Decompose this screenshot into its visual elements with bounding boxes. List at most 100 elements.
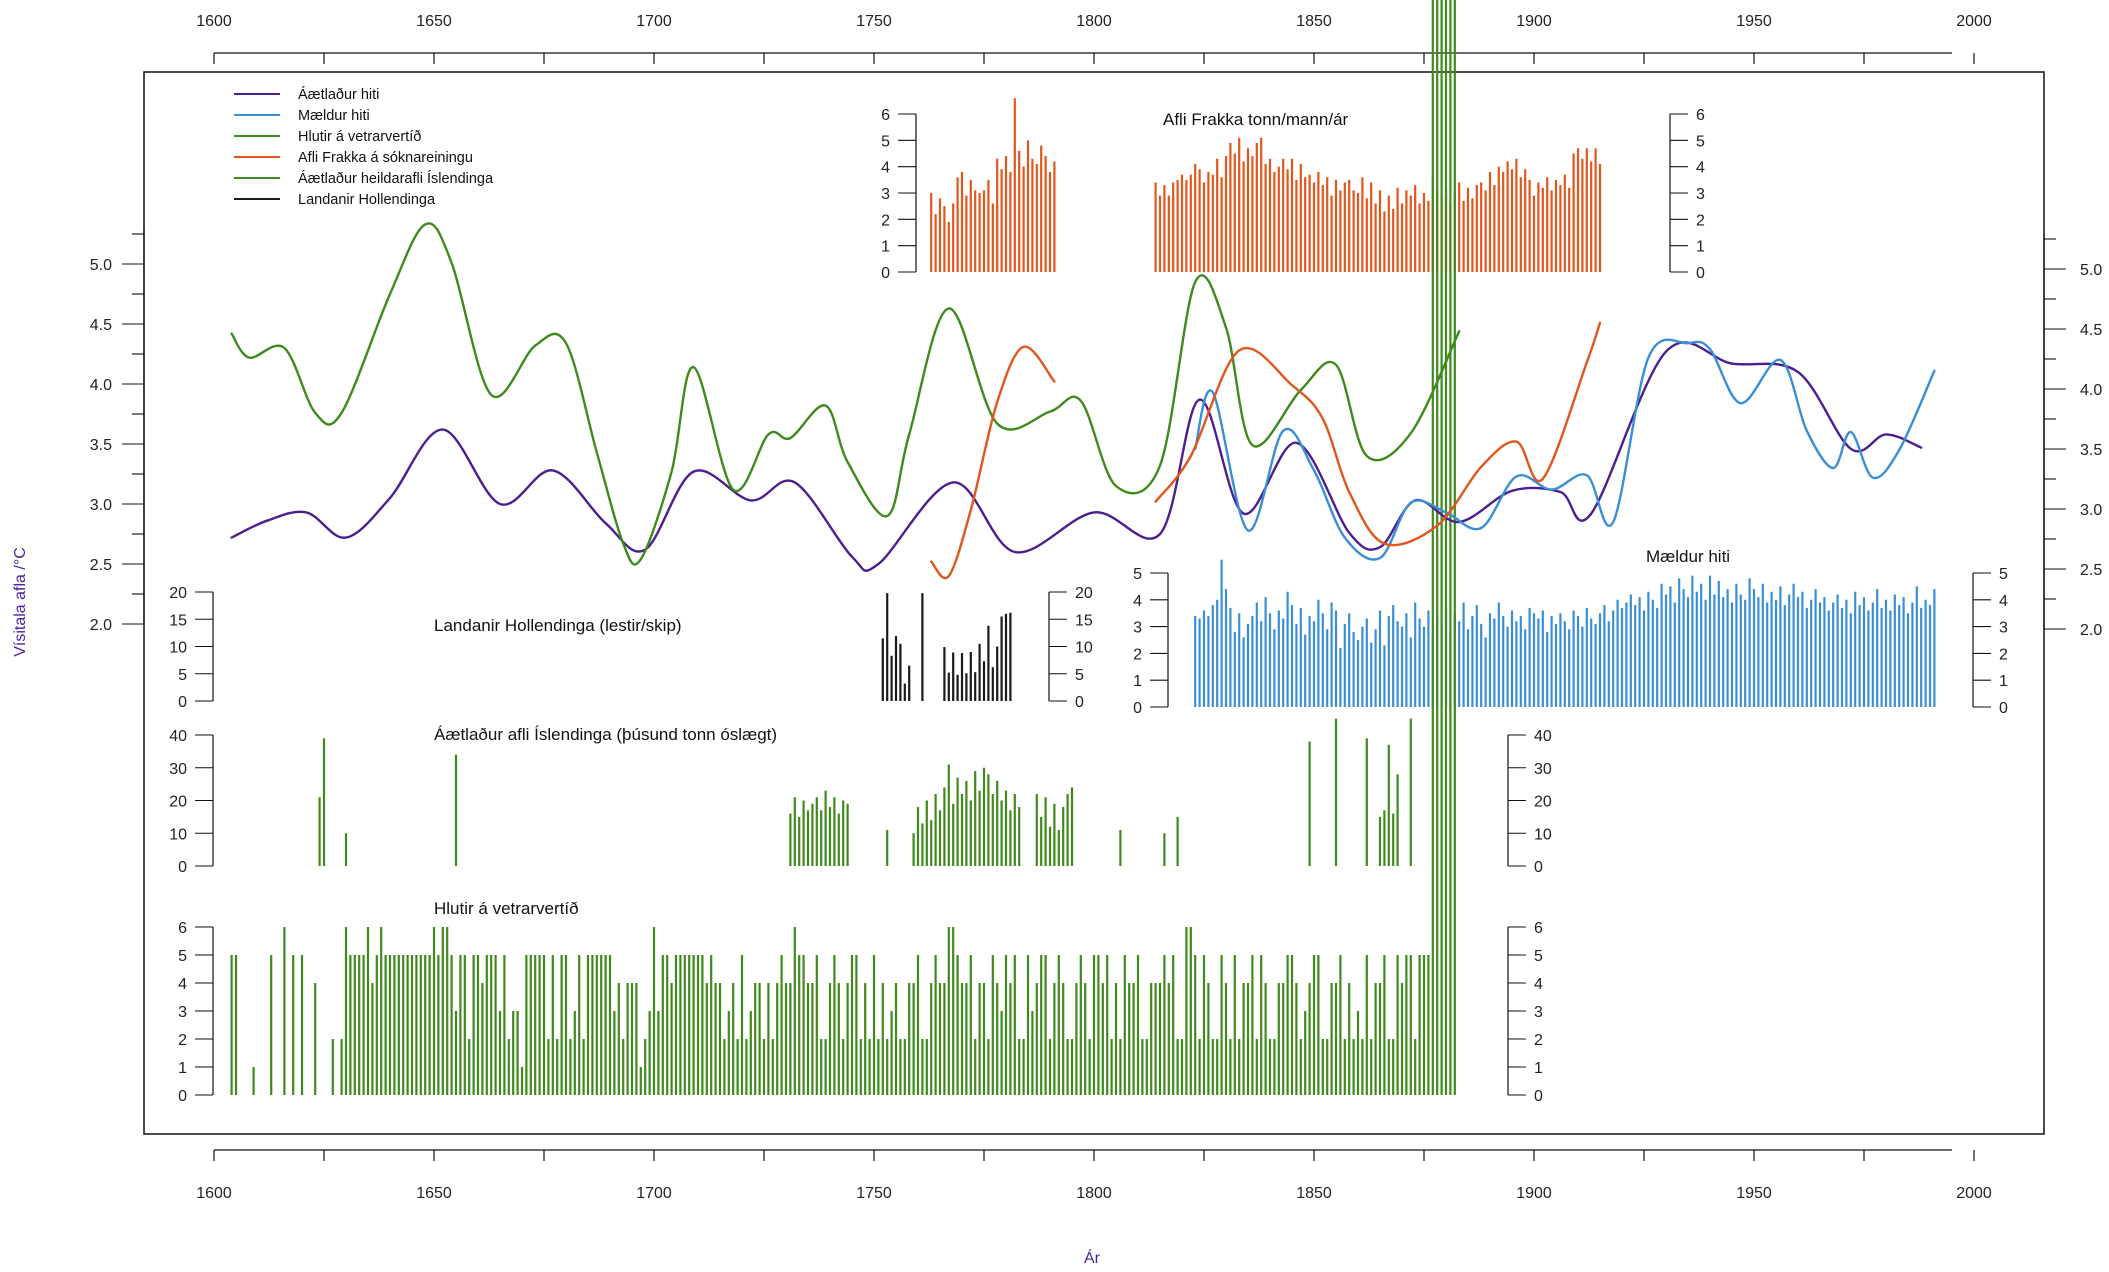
dutch-landings-panel: 0 5 10 15 20 0 5 10 15 20 Landanir Hollendinga (le… [169,585,1093,711]
legend-item: Áætlaður heildarafli Íslendinga [234,170,494,187]
right-axis-tick-label: 2.0 [2080,622,2102,639]
panel-tick-label: 0 [178,1088,187,1105]
panel-tick-label: 4 [178,976,187,993]
panel-tick-label: 1 [178,1060,187,1077]
panel-tick-label: 40 [169,728,187,745]
bottom-axis-tick-label: 1900 [1516,1185,1552,1202]
left-axis-tick-label: 5.0 [90,257,112,274]
panel-tick-label: 3 [1534,1004,1543,1021]
winter-shares-panel-title: Hlutir á vetrarvertíð [434,899,579,918]
bottom-axis-tick-label: 2000 [1956,1185,1992,1202]
panel-tick-label: 6 [178,920,187,937]
panel-tick-label: 2 [1999,646,2008,663]
legend-item: Landanir Hollendinga [234,192,436,208]
y-axis-label: Vísitala afla /°C [12,547,29,657]
panel-tick-label: 4 [1534,976,1543,993]
top-year-axis: 1600 1650 1700 1750 1800 1850 1900 1950 2000 [196,13,1992,64]
legend-label: Áætlaður heildarafli Íslendinga [298,170,494,187]
winter-shares-panel: 0 1 2 3 4 5 6 0 1 2 3 4 5 6 Hlutir á vetrarvertíð [178,0,1543,1105]
panel-tick-label: 2 [1133,646,1142,663]
panel-tick-label: 5 [178,948,187,965]
panel-tick-label: 3 [1999,620,2008,637]
panel-tick-label: 2 [1534,1032,1543,1049]
right-axis-tick-label: 4.0 [2080,382,2102,399]
panel-tick-label: 5 [1133,566,1142,583]
panel-tick-label: 1 [881,239,890,256]
panel-tick-label: 3 [881,186,890,203]
panel-tick-label: 4 [1133,593,1142,610]
panel-tick-label: 10 [169,826,187,843]
icelandic-catch-panel: 0 10 20 30 40 0 10 20 30 40 Áætlaður afli Íslendin… [169,718,1552,876]
series-line-afli-frakka-s-knareiningu [930,345,1056,580]
series-line-afli-frakka-s-knareiningu [1154,321,1602,547]
bottom-axis-tick-label: 1800 [1076,1185,1112,1202]
top-axis-tick-label: 2000 [1956,13,1992,30]
panel-tick-label: 4 [881,160,890,177]
panel-tick-label: 4 [1696,160,1705,177]
panel-tick-label: 0 [1696,265,1705,282]
series-line-m-ldur-hiti [1194,338,1936,561]
panel-tick-label: 5 [1534,948,1543,965]
legend-label: Hlutir á vetrarvertíð [298,129,421,145]
panel-tick-label: 5 [1075,667,1084,684]
icelandic-catch-panel-title: Áætlaður afli Íslendinga (þúsund tonn ós… [434,725,777,744]
top-axis-tick-label: 1600 [196,13,232,30]
panel-tick-label: 4 [1999,593,2008,610]
bottom-axis-tick-label: 1650 [416,1185,452,1202]
panel-tick-label: 6 [1696,107,1705,124]
top-axis-tick-label: 1650 [416,13,452,30]
legend-label: Áætlaður hiti [298,86,379,103]
panel-tick-label: 1 [1999,673,2008,690]
bottom-axis-tick-label: 1950 [1736,1185,1772,1202]
left-axis-tick-label: 4.5 [90,317,112,334]
left-axis-tick-label: 2.0 [90,617,112,634]
legend: Áætlaður hiti Mældur hiti Hlutir á vetrarv… [234,86,494,208]
right-axis-tick-label: 3.5 [2080,442,2102,459]
panel-tick-label: 5 [178,667,187,684]
bottom-axis-tick-label: 1600 [196,1185,232,1202]
french-catch-panel: 0 1 2 3 4 5 6 0 1 2 3 4 5 6 Afli Frakka tonn/mann/ár [881,98,1705,282]
panel-tick-label: 6 [1534,920,1543,937]
panel-tick-label: 0 [1133,700,1142,717]
panel-tick-label: 20 [169,794,187,811]
bottom-axis-tick-label: 1750 [856,1185,892,1202]
line-series-group [230,222,1936,580]
panel-tick-label: 5 [1696,133,1705,150]
top-axis-tick-label: 1950 [1736,13,1772,30]
panel-tick-label: 2 [881,212,890,229]
panel-tick-label: 10 [1534,826,1552,843]
panel-tick-label: 6 [881,107,890,124]
panel-tick-label: 1 [1133,673,1142,690]
legend-item: Hlutir á vetrarvertíð [234,129,421,145]
panel-tick-label: 1 [1534,1060,1543,1077]
bar-panels: 0 1 2 3 4 5 6 0 1 2 3 4 5 6 Afli Frakka tonn/mann/ár 0 5… [169,0,2008,1105]
left-axis-tick-label: 3.0 [90,497,112,514]
panel-tick-label: 30 [169,761,187,778]
panel-tick-label: 0 [1075,694,1084,711]
panel-tick-label: 15 [1075,612,1093,629]
panel-tick-label: 15 [169,612,187,629]
panel-tick-label: 3 [1696,186,1705,203]
panel-tick-label: 0 [178,694,187,711]
measured-temp-panel: 0 1 2 3 4 5 0 1 2 3 4 5 Mældur hiti [1133,547,2008,717]
top-axis-tick-label: 1850 [1296,13,1332,30]
panel-tick-label: 0 [1999,700,2008,717]
dutch-landings-panel-title: Landanir Hollendinga (lestir/skip) [434,616,682,635]
panel-tick-label: 3 [1133,620,1142,637]
panel-tick-label: 2 [178,1032,187,1049]
panel-tick-label: 5 [881,133,890,150]
panel-tick-label: 0 [1534,1088,1543,1105]
legend-item: Mældur hiti [234,108,370,124]
panel-tick-label: 40 [1534,728,1552,745]
panel-tick-label: 0 [178,859,187,876]
legend-label: Mældur hiti [298,108,370,124]
left-axis-tick-label: 4.0 [90,377,112,394]
panel-tick-label: 3 [178,1004,187,1021]
measured-temp-panel-title: Mældur hiti [1646,547,1730,566]
series-line-tla-ur-heildarafli-slendinga [230,222,1461,566]
bottom-axis-tick-label: 1700 [636,1185,672,1202]
bottom-axis-tick-label: 1850 [1296,1185,1332,1202]
legend-item: Afli Frakka á sóknareiningu [234,150,473,166]
panel-tick-label: 2 [1696,212,1705,229]
